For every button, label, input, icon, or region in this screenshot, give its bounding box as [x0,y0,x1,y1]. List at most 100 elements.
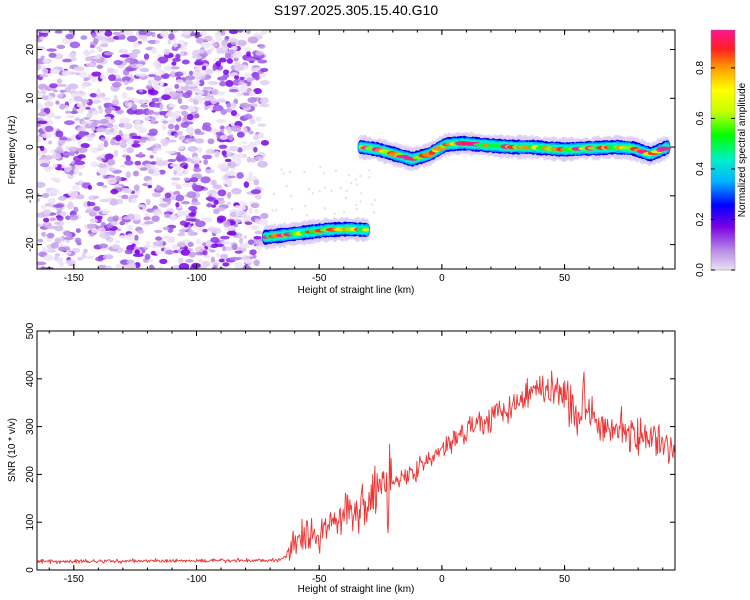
noise-speck [137,109,146,115]
noise-speck [191,54,203,59]
noise-speck [124,80,129,86]
noise-speck [219,125,225,130]
noise-speck [372,211,376,214]
noise-speck [275,209,278,212]
noise-speck [186,113,194,121]
noise-speck [163,48,170,56]
noise-speck [53,178,61,184]
noise-speck [242,216,252,222]
noise-speck [255,194,262,200]
noise-speck [57,219,64,227]
noise-speck [51,152,62,160]
noise-speck [231,187,242,195]
noise-speck [103,30,113,37]
noise-speck [152,192,161,198]
noise-speck [42,132,53,139]
noise-speck [260,212,269,219]
noise-speck [70,110,79,115]
noise-speck [150,265,155,269]
noise-speck [238,201,247,208]
noise-speck [97,264,107,269]
noise-speck [247,36,259,44]
noise-speck [80,35,88,40]
noise-speck [104,107,112,115]
noise-speck [172,41,178,48]
noise-speck [228,86,239,90]
noise-speck [73,66,85,72]
noise-speck [81,252,87,260]
noise-speck [194,128,202,134]
noise-speck [37,223,43,227]
noise-speck [171,244,179,250]
noise-speck [67,83,79,90]
noise-speck [175,156,185,162]
noise-speck [75,228,81,233]
noise-speck [180,121,190,128]
noise-speck [98,108,104,114]
noise-speck [185,218,197,222]
snr-ytick-label: 300 [25,418,36,435]
noise-speck [118,34,126,40]
noise-speck [124,249,133,255]
noise-speck [101,97,112,101]
noise-speck [192,71,202,78]
noise-speck [130,197,138,204]
noise-speck [216,119,225,123]
noise-speck [250,67,256,72]
noise-speck [289,195,293,198]
noise-speck [216,215,227,222]
noise-speck [66,114,76,119]
noise-speck [75,72,81,76]
noise-speck [257,132,265,139]
noise-speck [233,75,240,80]
noise-speck [191,262,201,269]
noise-speck [229,102,237,109]
noise-speck [195,68,203,72]
noise-speck [224,246,233,252]
noise-speck [196,37,205,44]
noise-speck [54,115,62,120]
noise-speck [161,235,171,240]
noise-speck [359,200,362,203]
noise-speck [97,163,108,168]
noise-speck [123,122,133,130]
noise-speck [138,89,144,93]
noise-speck [96,46,102,50]
noise-speck [253,88,262,95]
noise-speck [250,189,262,195]
snr-ytick-label: 100 [25,513,36,530]
noise-speck [78,172,83,177]
snr-ytick-label: 200 [25,466,36,483]
noise-speck [61,70,70,77]
noise-speck [229,38,238,44]
noise-speck [246,77,254,83]
noise-speck [211,204,217,208]
noise-speck [37,120,48,125]
noise-speck [37,63,42,71]
noise-speck [89,44,95,49]
noise-speck [175,202,180,208]
noise-speck [191,183,198,189]
noise-speck [153,60,161,68]
noise-speck [157,56,169,64]
noise-speck [66,174,75,178]
noise-speck [311,192,315,195]
noise-speck [151,149,157,155]
noise-speck [202,228,208,233]
noise-speck [118,235,127,239]
noise-speck [197,90,204,96]
noise-speck [220,134,229,141]
noise-speck [175,194,185,202]
snr-ytick-label: 400 [25,370,36,387]
noise-speck [219,235,230,240]
noise-speck [333,212,336,215]
noise-speck [272,192,275,196]
noise-speck [126,138,134,145]
noise-speck [182,30,192,35]
noise-speck [227,161,237,168]
noise-speck [222,262,230,267]
noise-speck [59,89,66,93]
noise-speck [86,223,96,229]
noise-speck [149,154,154,159]
noise-speck [147,258,154,263]
